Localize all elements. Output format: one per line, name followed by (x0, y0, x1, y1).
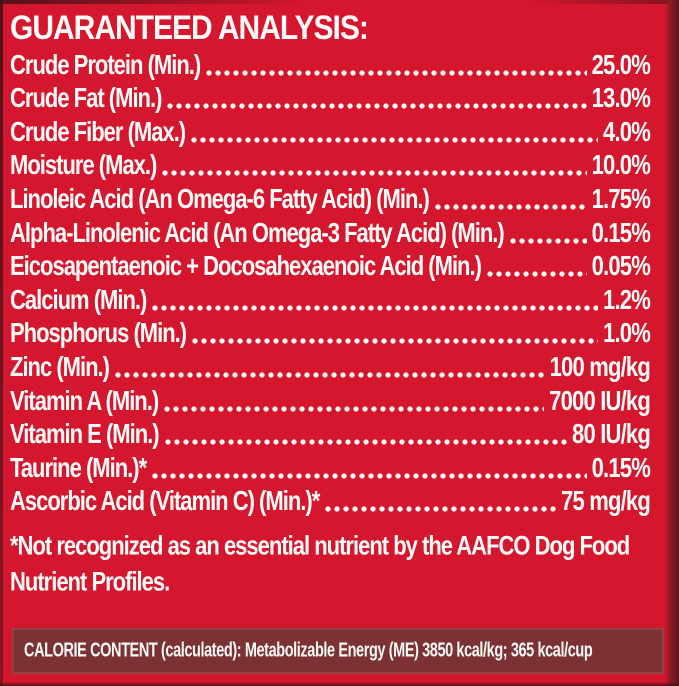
nutrient-label: Alpha-Linolenic Acid (An Omega-3 Fatty A… (10, 217, 505, 248)
calorie-content-box: CALORIE CONTENT (calculated): Metaboliza… (12, 628, 664, 674)
analysis-row: Crude Protein (Min.) 25.0% (10, 50, 651, 84)
analysis-row: Crude Fiber (Max.) 4.0% (10, 117, 651, 151)
dot-leader (486, 270, 587, 279)
nutrient-label: Crude Protein (Min.) (10, 50, 201, 80)
nutrient-label: Vitamin A (Min.) (10, 385, 159, 416)
dot-leader (152, 303, 599, 312)
nutrient-label: Vitamin E (Min.) (10, 419, 160, 450)
dot-leader (434, 202, 587, 211)
dot-leader (152, 471, 587, 480)
nutrient-value: 10.0% (591, 150, 651, 181)
nutrient-value: 1.2% (603, 285, 651, 315)
analysis-row: Ascorbic Acid (Vitamin C) (Min.)* 75 mg/… (10, 487, 651, 521)
nutrient-label: Zinc (Min.) (10, 352, 110, 383)
package-edge-top (0, 0, 679, 4)
nutrient-value: 7000 IU/kg (549, 385, 651, 416)
analysis-row: Zinc (Min.) 100 mg/kg (10, 352, 651, 386)
nutrient-value: 100 mg/kg (549, 352, 651, 383)
nutrient-label: Moisture (Max.) (10, 150, 157, 181)
dot-leader (114, 370, 545, 379)
dot-leader (167, 102, 587, 111)
dot-leader (191, 135, 599, 144)
nutrient-label: Ascorbic Acid (Vitamin C) (Min.)* (10, 486, 320, 517)
analysis-content: GUARANTEED ANALYSIS: Crude Protein (Min.… (10, 8, 651, 597)
nutrient-label: Phosphorus (Min.) (10, 318, 187, 349)
analysis-rows: Crude Protein (Min.) 25.0% Crude Fat (Mi… (10, 50, 651, 520)
nutrient-value: 13.0% (591, 83, 651, 114)
dot-leader (509, 236, 587, 245)
analysis-row: Taurine (Min.)* 0.15% (10, 453, 651, 487)
dot-leader (164, 404, 545, 413)
analysis-row: Vitamin E (Min.) 80 IU/kg (10, 420, 651, 454)
dot-leader (206, 68, 587, 77)
nutrient-value: 1.0% (603, 318, 651, 349)
package-edge-left (0, 0, 3, 686)
nutrient-label: Crude Fat (Min.) (10, 83, 162, 114)
nutrient-label: Calcium (Min.) (10, 285, 147, 315)
analysis-row: Crude Fat (Min.) 13.0% (10, 84, 651, 118)
panel-heading: GUARANTEED ANALYSIS: (10, 9, 369, 48)
dot-leader (325, 505, 557, 514)
analysis-row: Calcium (Min.) 1.2% (10, 285, 651, 319)
nutrient-label: Linoleic Acid (An Omega-6 Fatty Acid) (M… (10, 184, 430, 215)
nutrient-value: 1.75% (591, 184, 651, 215)
analysis-row: Moisture (Max.) 10.0% (10, 151, 651, 185)
nutrient-value: 0.05% (591, 251, 651, 282)
nutrient-value: 4.0% (603, 117, 651, 148)
analysis-row: Eicosapentaenoic + Docosahexaenoic Acid … (10, 252, 651, 286)
dot-leader (162, 169, 587, 178)
analysis-row: Linoleic Acid (An Omega-6 Fatty Acid) (M… (10, 184, 651, 218)
aafco-footnote: *Not recognized as an essential nutrient… (10, 530, 630, 597)
nutrient-value: 80 IU/kg (572, 419, 651, 450)
nutrient-value: 0.15% (591, 217, 651, 248)
calorie-content-text: CALORIE CONTENT (calculated): Metaboliza… (24, 639, 593, 663)
analysis-row: Phosphorus (Min.) 1.0% (10, 319, 651, 353)
package-edge-bottom (0, 682, 679, 686)
dot-leader (192, 337, 599, 346)
nutrient-label: Taurine (Min.)* (10, 453, 147, 483)
nutrient-label: Eicosapentaenoic + Docosahexaenoic Acid … (10, 251, 482, 282)
nutrient-value: 0.15% (591, 453, 651, 483)
nutrient-value: 75 mg/kg (561, 486, 651, 517)
analysis-row: Alpha-Linolenic Acid (An Omega-3 Fatty A… (10, 218, 651, 252)
dot-leader (164, 438, 568, 447)
package-edge-right (665, 0, 679, 686)
nutrient-label: Crude Fiber (Max.) (10, 117, 186, 148)
nutrient-value: 25.0% (591, 50, 651, 80)
analysis-row: Vitamin A (Min.) 7000 IU/kg (10, 386, 651, 420)
